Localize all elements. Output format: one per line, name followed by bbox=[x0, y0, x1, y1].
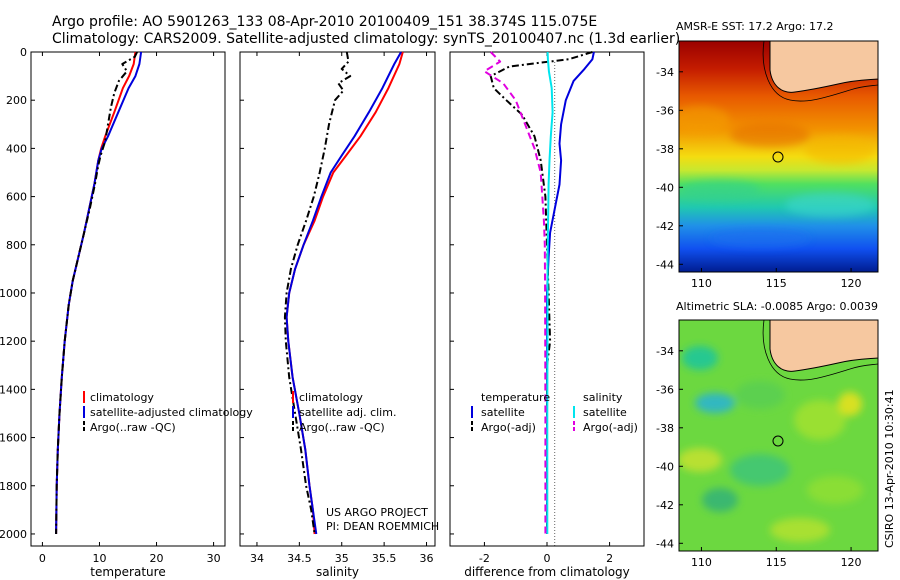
y-tick-label: 2000 bbox=[0, 528, 27, 541]
x-tick-label: 34 bbox=[250, 552, 264, 565]
x-tick-label: 35.5 bbox=[372, 552, 397, 565]
sst-map-contour bbox=[762, 41, 878, 102]
map-y-tick-label: -36 bbox=[656, 383, 674, 396]
x-axis-label: difference from climatology bbox=[464, 565, 630, 579]
legend-label: satellite bbox=[481, 406, 525, 419]
legend-title: salinity bbox=[583, 391, 623, 404]
sst-map-land bbox=[769, 41, 878, 93]
map-y-tick-label: -38 bbox=[656, 143, 674, 156]
y-tick-label: 1400 bbox=[0, 383, 27, 396]
x-axis-label: temperature bbox=[90, 565, 165, 579]
x-tick-label: 30 bbox=[207, 552, 221, 565]
salinity-panel: 34 34.5 35 35.5 36 salinity climatology satelli… bbox=[239, 51, 439, 579]
sst-map: -34 -36 -38 -40 -42 -44 110 115 120 bbox=[656, 40, 879, 290]
sla-map-texture bbox=[679, 346, 863, 542]
x-tick-label: 20 bbox=[150, 552, 164, 565]
map-x-tick-label: 110 bbox=[691, 556, 712, 569]
map-y-tick-label: -42 bbox=[656, 499, 674, 512]
x-tick-label: 0 bbox=[39, 552, 46, 565]
legend-label: satellite bbox=[583, 406, 627, 419]
y-tick-label: 800 bbox=[6, 239, 27, 252]
y-tick-label: 400 bbox=[6, 142, 27, 155]
map-y-tick-label: -44 bbox=[656, 258, 674, 271]
sst-map-float-marker bbox=[772, 151, 784, 163]
plot-frame bbox=[239, 51, 436, 547]
y-tick-label: 200 bbox=[6, 94, 27, 107]
sla-map-contour bbox=[762, 320, 878, 381]
map-x-tick-label: 115 bbox=[766, 277, 787, 290]
sla-map: -34 -36 -38 -40 -42 -44 110 115 120 bbox=[656, 319, 879, 569]
legend-label: Argo(-adj) bbox=[481, 421, 536, 434]
legend-label: Argo(..raw -QC) bbox=[299, 421, 385, 434]
plot-frame bbox=[30, 51, 226, 547]
y-tick-label: 0 bbox=[20, 46, 27, 59]
x-tick-label: 2 bbox=[606, 552, 613, 565]
map-y-tick-label: -34 bbox=[656, 345, 674, 358]
credit-annotation: PI: DEAN ROEMMICH bbox=[326, 520, 439, 533]
map-x-tick-label: 120 bbox=[841, 277, 862, 290]
x-axis-label: salinity bbox=[316, 565, 359, 579]
figure-title-line-2: Climatology: CARS2009. Satellite-adjuste… bbox=[52, 31, 681, 47]
sla-map-title: Altimetric SLA: -0.0085 Argo: 0.0039 bbox=[676, 300, 878, 313]
map-x-tick-label: 115 bbox=[766, 556, 787, 569]
series-line-blue bbox=[546, 51, 595, 534]
sla-map-land bbox=[769, 320, 878, 372]
figure-title-line-1: Argo profile: AO 5901263_133 08-Apr-2010… bbox=[52, 14, 598, 30]
legend-label: climatology bbox=[299, 391, 363, 404]
series-line-red bbox=[55, 51, 137, 535]
legend-label: Argo(..raw -QC) bbox=[90, 421, 176, 434]
series-line-blue bbox=[285, 51, 402, 535]
x-tick-label: 10 bbox=[92, 552, 106, 565]
sst-map-title: AMSR-E SST: 17.2 Argo: 17.2 bbox=[676, 20, 834, 33]
series-line-black bbox=[283, 51, 352, 535]
map-y-tick-label: -44 bbox=[656, 537, 674, 550]
sst-map-texture bbox=[679, 106, 875, 248]
series-line-red bbox=[285, 51, 404, 535]
map-y-tick-label: -42 bbox=[656, 220, 674, 233]
x-tick-label: 0 bbox=[544, 552, 551, 565]
map-y-tick-label: -38 bbox=[656, 422, 674, 435]
y-tick-label: 1800 bbox=[0, 480, 27, 493]
map-y-tick-label: -34 bbox=[656, 66, 674, 79]
y-tick-label: 1600 bbox=[0, 432, 27, 445]
legend-label: Argo(-adj) bbox=[583, 421, 638, 434]
series-line-magenta bbox=[483, 51, 547, 534]
series-line-blue bbox=[55, 51, 143, 535]
temperature-panel: 0 10 20 30 0 200 400 600 800 1000 1200 1400 1600 1800… bbox=[0, 46, 253, 579]
sst-map-frame bbox=[678, 40, 879, 273]
y-tick-label: 600 bbox=[6, 191, 27, 204]
map-x-tick-label: 110 bbox=[691, 277, 712, 290]
series-line-cyan bbox=[546, 51, 554, 534]
legend-label: climatology bbox=[90, 391, 154, 404]
sla-map-float-marker bbox=[772, 435, 784, 447]
x-tick-label: 34.5 bbox=[287, 552, 312, 565]
x-tick-label: -2 bbox=[479, 552, 490, 565]
series-line-black bbox=[489, 51, 593, 534]
map-y-tick-label: -36 bbox=[656, 104, 674, 117]
legend-label: satellite adj. clim. bbox=[299, 406, 396, 419]
credit-annotation: US ARGO PROJECT bbox=[326, 506, 428, 519]
legend-title: temperature bbox=[481, 391, 550, 404]
x-tick-label: 35 bbox=[335, 552, 349, 565]
timestamp-label: CSIRO 13-Apr-2010 10:30:41 bbox=[883, 389, 896, 548]
legend-label: satellite-adjusted climatology bbox=[90, 406, 253, 419]
sla-map-frame bbox=[678, 319, 879, 552]
map-y-tick-label: -40 bbox=[656, 181, 674, 194]
y-tick-label: 1000 bbox=[0, 287, 27, 300]
series-line-black bbox=[55, 51, 139, 535]
map-x-tick-label: 120 bbox=[841, 556, 862, 569]
map-y-tick-label: -40 bbox=[656, 460, 674, 473]
x-tick-label: 36 bbox=[420, 552, 434, 565]
y-tick-label: 1200 bbox=[0, 335, 27, 348]
